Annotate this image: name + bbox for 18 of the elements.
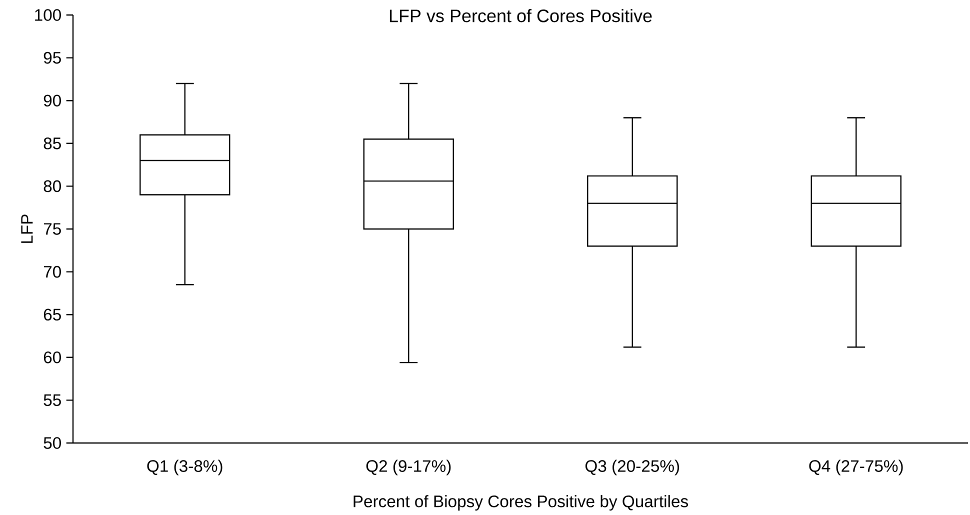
y-tick-label: 55 — [44, 394, 61, 406]
y-tick-label: 70 — [44, 266, 61, 278]
y-tick-label: 75 — [44, 223, 61, 235]
y-tick-label: 100 — [35, 9, 61, 21]
y-tick-label: 95 — [44, 52, 61, 64]
x-tick-label: Q1 (3-8%) — [147, 460, 222, 476]
y-tick-label: 65 — [44, 308, 61, 321]
y-axis-title: LFP — [21, 214, 33, 243]
x-axis-title: Percent of Biopsy Cores Positive by Quartiles — [354, 495, 688, 511]
x-tick-label: Q4 (27-75%) — [809, 460, 903, 476]
y-tick-label: 60 — [44, 352, 61, 364]
x-tick-label: Q2 (9-17%) — [366, 460, 451, 476]
y-tick-label: 50 — [44, 437, 61, 449]
y-tick-label: 80 — [44, 180, 61, 192]
x-tick-label: Q3 (20-25%) — [585, 460, 680, 476]
y-tick-label: 90 — [44, 94, 61, 107]
y-tick-label: 85 — [44, 138, 61, 150]
chart-title: LFP vs Percent of Cores Positive — [390, 9, 652, 22]
